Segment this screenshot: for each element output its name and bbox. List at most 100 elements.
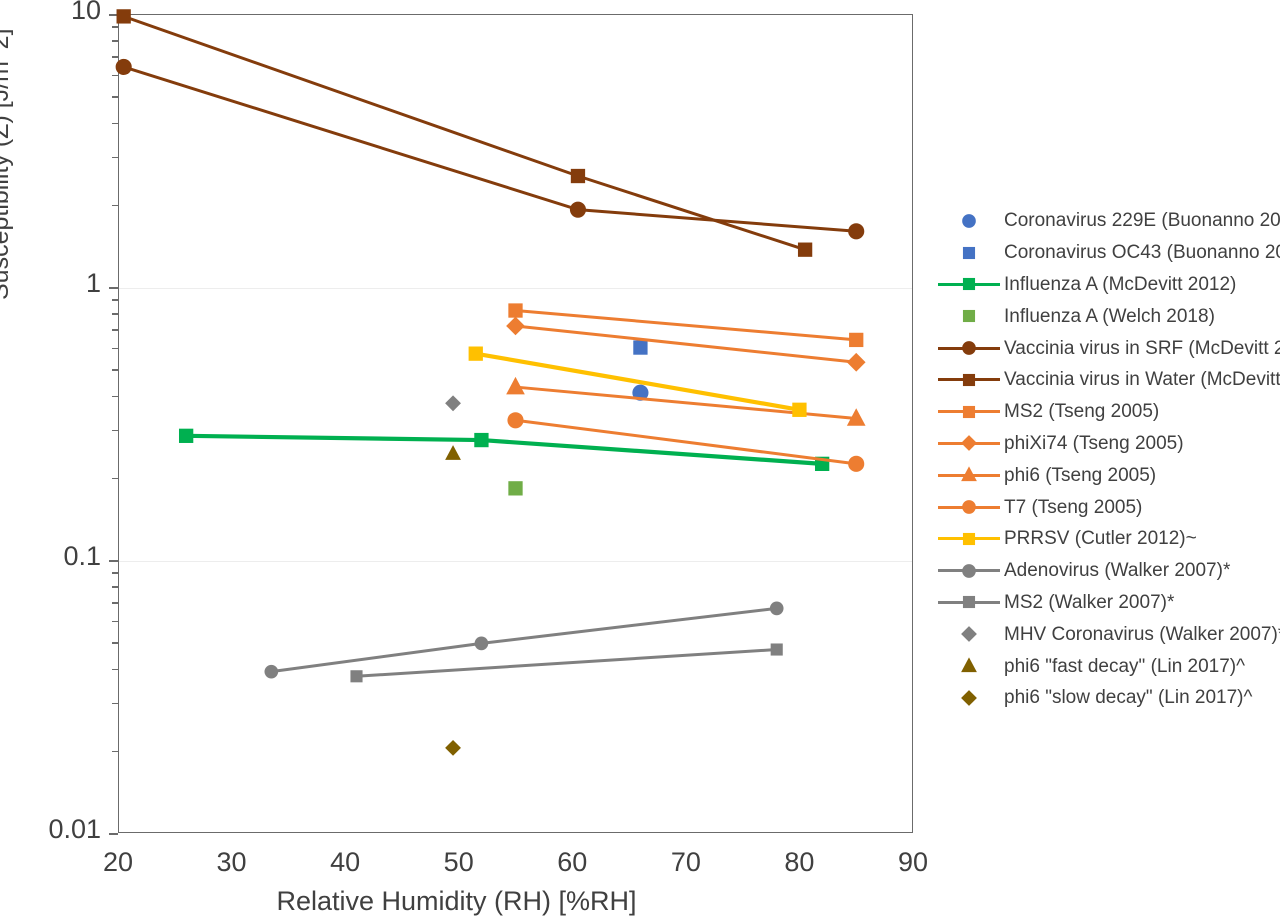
legend-item[interactable]: MHV Coronavirus (Walker 2007)* <box>938 618 1280 650</box>
x-tick-label: 70 <box>670 847 701 877</box>
legend-label: T7 (Tseng 2005) <box>1004 496 1143 518</box>
y-tick-minor <box>112 586 118 588</box>
legend-item[interactable]: MS2 (Tseng 2005) <box>938 396 1280 428</box>
y-tick-minor <box>112 299 118 301</box>
legend-item[interactable]: PRRSV (Cutler 2012)~ <box>938 523 1280 555</box>
legend-item[interactable]: T7 (Tseng 2005) <box>938 491 1280 523</box>
legend-marker-icon <box>961 626 977 643</box>
legend-label: phi6 "fast decay" (Lin 2017)^ <box>1004 655 1246 677</box>
x-tick-label: 20 <box>102 847 134 877</box>
legend-marker-icon <box>962 563 976 578</box>
legend-item[interactable]: phiXi74 (Tseng 2005) <box>938 428 1280 460</box>
y-tick-minor <box>112 74 118 77</box>
legend-item[interactable]: Influenza A (Welch 2018) <box>938 300 1280 332</box>
x-tick-label: 30 <box>216 847 247 877</box>
legend-label: MS2 (Walker 2007)* <box>1004 591 1175 613</box>
legend-label: Influenza A (Welch 2018) <box>1004 305 1215 327</box>
y-tick-major <box>109 14 118 16</box>
legend-item[interactable]: Vaccinia virus in SRF (McDevitt 2007) <box>938 332 1280 364</box>
y-tick-minor <box>112 668 118 671</box>
y-tick-minor <box>112 347 118 350</box>
x-tick-label: 90 <box>897 847 929 877</box>
y-tick-minor <box>112 122 118 125</box>
x-tick-label: 60 <box>557 847 588 877</box>
legend-key-circle-icon <box>938 337 1000 359</box>
y-tick-minor <box>112 702 118 705</box>
y-tick-label: 10 <box>70 0 101 25</box>
legend-label: Influenza A (McDevitt 2012) <box>1004 273 1237 295</box>
legend-key-circle-icon <box>938 560 1000 582</box>
legend-marker-icon <box>961 689 977 706</box>
legend-item[interactable]: Influenza A (McDevitt 2012) <box>938 269 1280 301</box>
y-tick-minor <box>112 395 118 398</box>
legend-label: Coronavirus OC43 (Buonanno 2020) <box>1004 242 1280 264</box>
legend-item[interactable]: Coronavirus 229E (Buonanno 2020) <box>938 205 1280 237</box>
legend-item[interactable]: Vaccinia virus in Water (McDevitt 2007) <box>938 364 1280 396</box>
legend-label: phi6 (Tseng 2005) <box>1004 464 1157 486</box>
y-tick-minor <box>112 26 118 28</box>
plot-area <box>118 14 913 833</box>
legend-marker-icon <box>961 435 977 452</box>
y-tick-minor <box>112 96 118 98</box>
legend-marker-icon <box>961 657 977 673</box>
legend-key-circle-icon <box>938 496 1000 518</box>
gridline-0.1 <box>119 561 912 562</box>
legend-label: MHV Coronavirus (Walker 2007)* <box>1004 623 1280 645</box>
y-tick-label: 1 <box>85 268 101 298</box>
legend-item[interactable]: Adenovirus (Walker 2007)* <box>938 555 1280 587</box>
legend-item[interactable]: phi6 "fast decay" (Lin 2017)^ <box>938 650 1280 682</box>
x-tick-label: 80 <box>784 847 815 877</box>
x-tick-label: 40 <box>330 847 361 877</box>
y-tick-minor <box>112 477 118 480</box>
legend-marker-icon <box>962 500 976 514</box>
legend-marker-icon <box>962 246 976 259</box>
legend-marker-icon <box>962 310 976 323</box>
y-tick-major <box>109 287 118 289</box>
legend-label: Vaccinia virus in SRF (McDevitt 2007) <box>1004 337 1280 359</box>
legend-label: Vaccinia virus in Water (McDevitt 2007) <box>1004 369 1280 391</box>
y-tick-minor <box>112 750 118 753</box>
legend-item[interactable]: MS2 (Walker 2007)* <box>938 587 1280 619</box>
legend-key-square-icon <box>938 401 1000 423</box>
y-tick-minor <box>112 369 118 371</box>
legend-marker-icon <box>962 341 976 355</box>
y-tick-minor <box>112 329 118 331</box>
legend-marker-icon <box>962 532 976 545</box>
legend-item[interactable]: Coronavirus OC43 (Buonanno 2020) <box>938 237 1280 269</box>
x-tick-label: 50 <box>443 847 474 877</box>
legend-marker-icon <box>962 596 976 609</box>
x-axis-title: Relative Humidity (RH) [%RH] <box>276 886 637 916</box>
y-tick-label: 0.01 <box>48 814 101 844</box>
legend-label: Adenovirus (Walker 2007)* <box>1004 560 1231 582</box>
legend-key-square-icon <box>938 273 1000 295</box>
legend-key-diamond-icon <box>938 432 1000 454</box>
legend-key-square-icon <box>938 591 1000 613</box>
y-tick-minor <box>112 204 118 207</box>
legend-key-square-icon <box>938 369 1000 391</box>
legend-item[interactable]: phi6 "slow decay" (Lin 2017)^ <box>938 682 1280 714</box>
y-axis-title: Susceptibility (Z) [J/m^2] <box>0 28 14 300</box>
y-tick-minor <box>112 572 118 574</box>
legend-label: phiXi74 (Tseng 2005) <box>1004 432 1184 454</box>
y-tick-minor <box>112 620 118 623</box>
legend-key-triangle-icon <box>938 655 1000 677</box>
legend-marker-icon <box>961 466 977 482</box>
y-tick-minor <box>112 156 118 159</box>
legend-key-square-icon <box>938 528 1000 550</box>
y-tick-major <box>109 560 118 562</box>
legend-item[interactable]: phi6 (Tseng 2005) <box>938 459 1280 491</box>
legend-key-triangle-icon <box>938 464 1000 486</box>
legend-key-square-icon <box>938 242 1000 264</box>
legend-marker-icon <box>962 373 976 386</box>
y-tick-major <box>109 833 118 835</box>
gridline-1 <box>119 288 912 289</box>
y-tick-minor <box>112 40 118 42</box>
legend-key-diamond-icon <box>938 687 1000 709</box>
legend-marker-icon <box>962 405 976 418</box>
y-tick-minor <box>112 313 118 315</box>
legend-marker-icon <box>962 278 976 291</box>
y-tick-minor <box>112 642 118 644</box>
legend-label: Coronavirus 229E (Buonanno 2020) <box>1004 210 1280 232</box>
legend-label: PRRSV (Cutler 2012)~ <box>1004 528 1197 550</box>
